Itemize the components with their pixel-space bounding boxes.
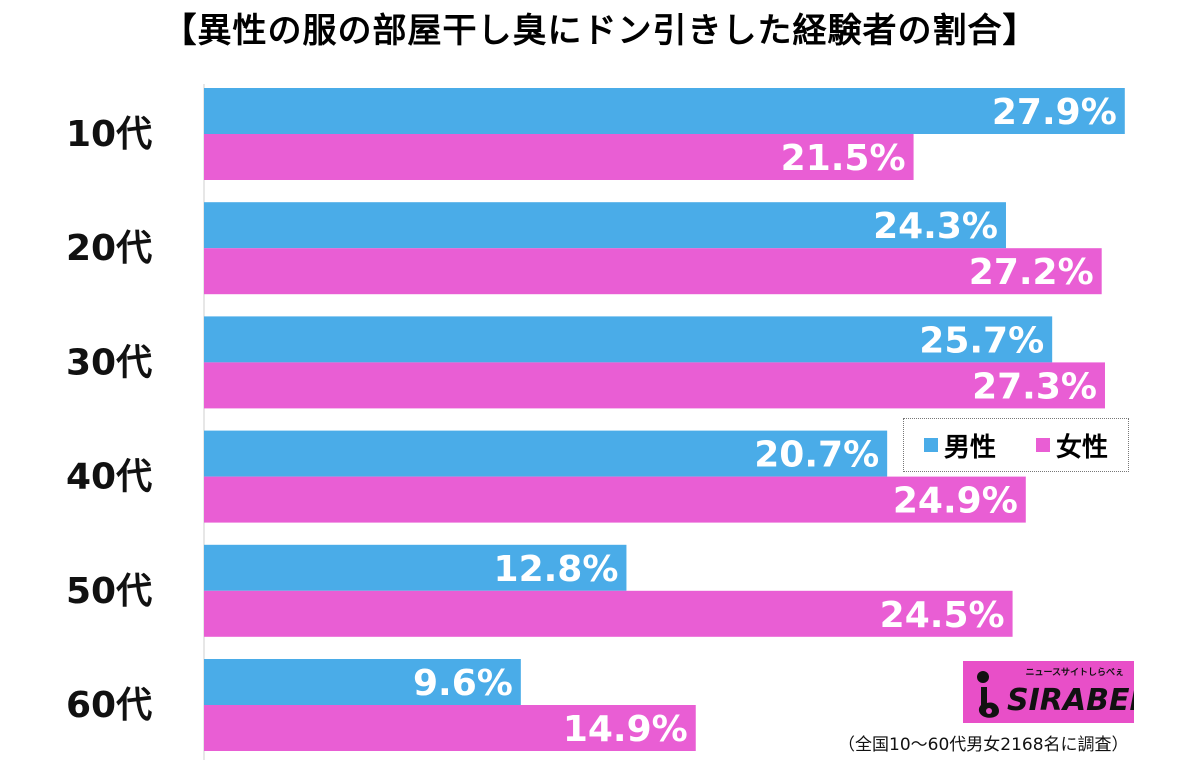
bar-female	[204, 362, 1105, 409]
category-label: 30代	[66, 342, 152, 383]
data-label: 27.3%	[972, 366, 1097, 407]
legend-item-male: 男性	[923, 427, 996, 464]
logo-mark-icon	[977, 671, 999, 718]
legend-label-female: 女性	[1055, 432, 1108, 463]
bar-male	[204, 544, 627, 591]
bar-female	[204, 476, 1026, 523]
data-label: 20.7%	[754, 435, 879, 476]
category-label: 40代	[66, 457, 152, 498]
data-label: 21.5%	[781, 138, 906, 179]
data-label: 27.2%	[969, 252, 1094, 293]
bar-male	[204, 430, 888, 477]
legend-swatch-female	[1035, 438, 1050, 452]
bar-female	[204, 590, 1013, 637]
category-label: 10代	[66, 114, 152, 155]
bar-male	[204, 659, 521, 705]
bar-female	[204, 248, 1102, 295]
bar-male	[204, 88, 1125, 134]
logo-text: SIRABEE	[1007, 683, 1134, 718]
data-label: 14.9%	[563, 709, 688, 750]
legend-item-female: 女性	[1035, 427, 1108, 464]
data-label: 24.5%	[880, 595, 1005, 636]
data-label: 9.6%	[413, 663, 513, 704]
bar-male	[204, 316, 1053, 363]
chart-title: 【異性の服の部屋干し臭にドン引きした経験者の割合】	[162, 11, 1038, 51]
data-label: 25.7%	[919, 320, 1044, 361]
bar-female	[204, 705, 696, 751]
legend-swatch-male	[923, 438, 938, 452]
logo-tagline: ニュースサイトしらべぇ	[1025, 668, 1124, 678]
sirabee-logo: ニュースサイトしらべぇ SIRABEE	[963, 661, 1134, 723]
legend: 男性 女性	[903, 418, 1129, 472]
category-label: 50代	[66, 571, 152, 612]
footnote: （全国10〜60代男女2168名に調査）	[838, 735, 1129, 755]
data-label: 24.9%	[893, 481, 1018, 522]
data-label: 27.9%	[992, 92, 1117, 133]
bar-female	[204, 134, 914, 180]
bar-male	[204, 202, 1006, 249]
data-label: 24.3%	[873, 206, 998, 247]
data-label: 12.8%	[494, 549, 619, 590]
legend-label-male: 男性	[943, 432, 996, 463]
category-label: 20代	[66, 228, 152, 269]
category-label: 60代	[66, 685, 152, 726]
